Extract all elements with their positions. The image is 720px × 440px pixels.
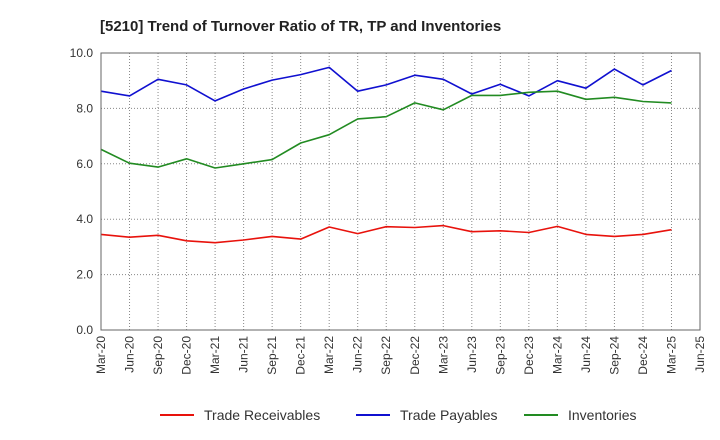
x-tick-label: Mar-23 [436,336,450,374]
plot-area-border [100,52,701,331]
x-tick-label: Dec-21 [294,336,308,375]
legend: Trade Receivables Trade Payables Inventori… [160,407,636,423]
y-tick-label: 0.0 [76,323,93,337]
x-tick-label: Dec-23 [522,336,536,375]
x-tick-label: Dec-22 [408,336,422,375]
x-tick-label: Jun-22 [351,336,365,373]
x-tick-label: Jun-24 [579,336,593,373]
legend-label: Trade Receivables [204,407,320,423]
x-tick-label: Mar-20 [94,336,108,374]
x-tick-label: Mar-24 [550,336,564,374]
legend-label: Trade Payables [400,407,498,423]
x-tick-label: Jun-25 [693,336,707,373]
x-tick-label: Jun-23 [465,336,479,373]
series-line-trade-receivables [100,224,672,244]
legend-label: Inventories [568,407,636,423]
y-tick-label: 8.0 [76,101,93,115]
y-tick-label: 6.0 [76,157,93,171]
x-axis-ticks: Mar-20 Jun-20 Sep-20 Dec-20 Mar-21 Jun-21 Sep-… [94,336,707,375]
x-tick-label: Dec-24 [636,336,650,375]
x-tick-label: Dec-20 [180,336,194,375]
chart-title: [5210] Trend of Turnover Ratio of TR, TP… [100,18,501,35]
x-tick-label: Sep-20 [151,336,165,375]
x-tick-label: Jun-21 [237,336,251,373]
x-tick-label: Sep-23 [493,336,507,375]
x-tick-label: Mar-25 [664,336,678,374]
x-tick-label: Mar-21 [208,336,222,374]
series-line-trade-payables [100,66,672,102]
grid-lines [101,53,700,330]
x-tick-label: Sep-24 [607,336,621,375]
x-tick-label: Sep-22 [379,336,393,375]
y-tick-label: 2.0 [76,268,93,282]
series-line-inventories [100,90,672,169]
y-axis-ticks: 0.0 2.0 4.0 6.0 8.0 10.0 [70,46,94,337]
x-tick-label: Mar-22 [322,336,336,374]
series-lines [100,66,672,244]
y-tick-label: 10.0 [70,46,94,60]
y-tick-label: 4.0 [76,212,93,226]
x-tick-label: Jun-20 [123,336,137,373]
x-tick-label: Sep-21 [265,336,279,375]
